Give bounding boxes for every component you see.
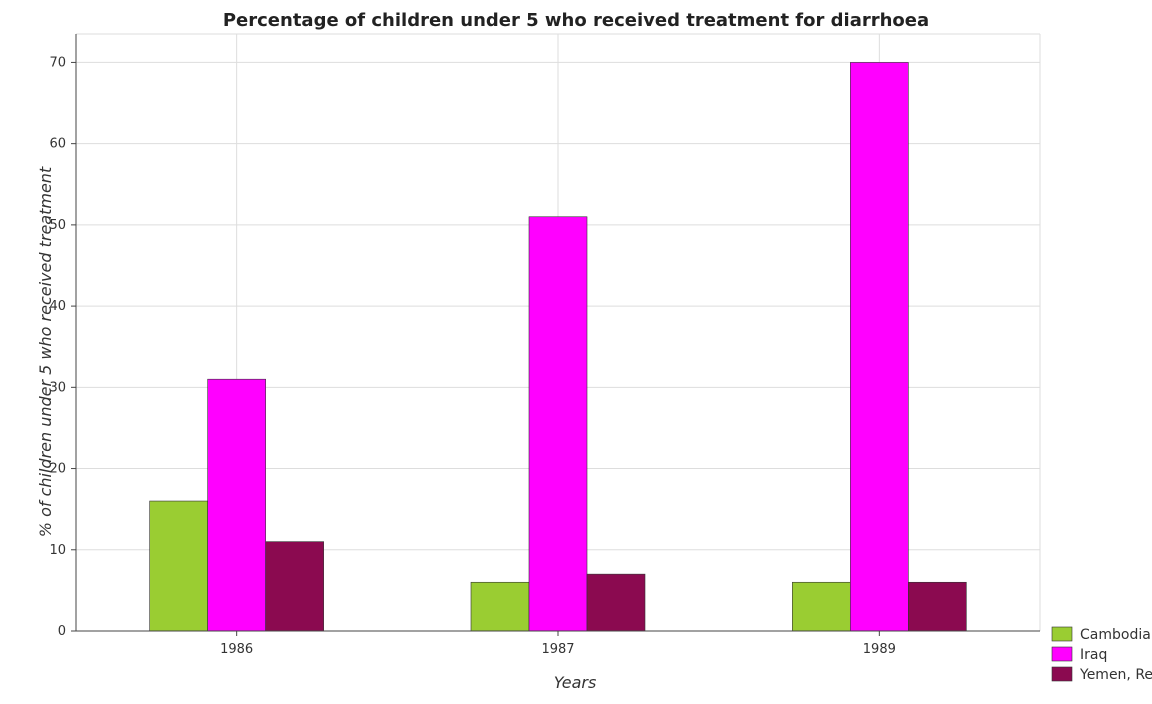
x-tick-label: 1986	[220, 642, 253, 657]
y-tick-label: 40	[49, 299, 66, 314]
bar-yemen-rep-1987	[586, 573, 646, 632]
bar-yemen-rep-1986	[265, 541, 324, 632]
bar-iraq-1989	[850, 62, 909, 632]
y-tick-label: 30	[49, 380, 66, 395]
legend-label: Iraq	[1080, 647, 1107, 663]
bar-cambodia-1986	[149, 500, 208, 632]
y-tick-label: 50	[49, 218, 66, 233]
bar-cambodia-1987	[470, 581, 530, 632]
x-tick-label: 1989	[863, 642, 896, 657]
chart-title: Percentage of children under 5 who recei…	[223, 10, 929, 31]
bar-yemen-rep-1989	[908, 581, 967, 632]
legend: Cambodia Iraq Yemen, Rep.	[1051, 626, 1152, 683]
legend-swatch	[1051, 626, 1073, 642]
bar-iraq-1987	[528, 216, 588, 632]
y-tick-label: 70	[49, 55, 66, 70]
bars	[149, 62, 967, 632]
legend-swatch	[1051, 646, 1073, 662]
legend-label: Yemen, Rep.	[1079, 667, 1152, 683]
x-tick-label: 1987	[541, 642, 574, 657]
bar-iraq-1986	[207, 378, 266, 632]
legend-label: Cambodia	[1080, 627, 1151, 643]
y-tick-label: 60	[49, 137, 66, 152]
y-tick-label: 0	[58, 624, 66, 639]
y-tick-label: 10	[49, 543, 66, 558]
legend-swatch	[1051, 666, 1073, 682]
y-tick-label: 20	[49, 462, 66, 477]
axes: 0 10 20 30 40 50 60 70 1986 1987 1989	[49, 34, 1040, 657]
x-axis-title: Years	[554, 673, 597, 692]
bar-cambodia-1989	[792, 581, 851, 632]
y-axis-title: % of children under 5 who received treat…	[36, 166, 55, 537]
